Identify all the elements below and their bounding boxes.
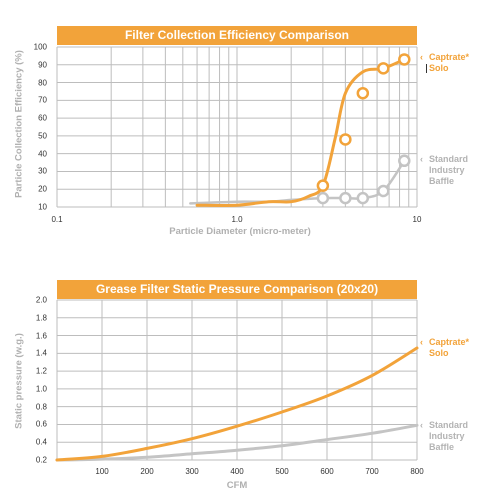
chart1-data-point-1 <box>377 184 390 198</box>
chart2-legend-baffle-line1: Standard <box>429 420 469 430</box>
chart2-y-tick: 1.4 <box>35 348 47 358</box>
chart1-legend-captrate-line2: Solo <box>429 63 449 73</box>
chart2-legend-baffle: ‹ Standard Industry Baffle <box>420 420 468 453</box>
chart2-x-axis-title: CFM <box>226 480 248 491</box>
chart2-x-tick: 700 <box>365 467 379 476</box>
chart2-legend-baffle-line2: Industry <box>429 431 465 441</box>
chart2-y-tick: 1.6 <box>35 331 47 341</box>
chart2-legend-baffle-line3: Baffle <box>429 442 455 452</box>
chart2-x-tick: 100 <box>95 467 109 476</box>
chart1-y-tick: 70 <box>38 95 47 105</box>
chart2-y-tick: 0.8 <box>35 402 47 412</box>
chart1-y-tick: 20 <box>38 184 47 194</box>
chart1-title: Filter Collection Efficiency Comparison <box>57 26 417 45</box>
chart1-y-tick: 40 <box>38 149 47 159</box>
chart1-legend-captrate: ‹ Captrate* Solo <box>420 52 469 74</box>
chart2-x-tick: 800 <box>410 467 424 476</box>
chart2-x-tick: 400 <box>230 467 244 476</box>
chart2-y-tick: 1.2 <box>35 366 47 376</box>
chart1-legend-baffle: ‹ Standard Industry Baffle <box>420 154 468 187</box>
chart1-legend-captrate-arrow: ‹ <box>420 52 423 62</box>
chart2-y-tick: 2.0 <box>35 295 47 305</box>
chart1-y-tick: 90 <box>38 60 47 70</box>
chart2-y-tick: 0.4 <box>35 437 47 447</box>
chart2-y-tick: 0.2 <box>35 455 47 465</box>
chart1-data-point-1 <box>398 154 411 168</box>
chart2-x-tick: 200 <box>140 467 154 476</box>
chart1-legend-baffle-line3: Baffle <box>429 176 455 186</box>
chart1-data-point-1 <box>339 191 352 205</box>
chart1-y-tick: 30 <box>38 166 47 176</box>
chart2-x-tick: 300 <box>185 467 199 476</box>
chart1-legend-captrate-line1: Captrate* <box>429 52 470 62</box>
chart1-legend-baffle-line1: Standard <box>429 154 469 164</box>
chart2-legend-captrate-line2: Solo <box>429 348 449 358</box>
chart1-data-point-0 <box>316 179 330 192</box>
chart1-data-point-1 <box>356 191 370 205</box>
chart2-series-line-0 <box>55 346 419 462</box>
chart1-data-point-0 <box>339 133 352 146</box>
chart2-y-tick: 0.6 <box>35 419 47 429</box>
chart2-legend-captrate: ‹ Captrate* Solo <box>420 337 469 359</box>
chart2-legend-captrate-arrow: ‹ <box>420 337 423 347</box>
chart2-y-tick: 1.8 <box>35 313 47 323</box>
chart1-y-tick: 80 <box>38 78 47 88</box>
chart2-legend-baffle-arrow: ‹ <box>420 420 423 430</box>
chart2-series-line-1 <box>55 423 419 462</box>
chart2-x-tick: 600 <box>320 467 334 476</box>
chart1-data-point-0 <box>398 53 411 66</box>
chart1-data-point-1 <box>316 191 330 205</box>
chart1-y-tick: 60 <box>38 113 47 123</box>
chart2-y-tick: 1.0 <box>35 384 47 394</box>
chart1-x-tick: 1.0 <box>231 215 243 224</box>
chart2-legend-captrate-line1: Captrate* <box>429 337 470 347</box>
chart1-x-tick: 10 <box>412 215 422 224</box>
chart1-x-axis-title: Particle Diameter (micro-meter) <box>169 226 311 237</box>
chart1-y-tick: 10 <box>38 202 47 212</box>
chart1-legend-marker-bar <box>426 64 427 73</box>
chart1-y-tick: 50 <box>38 131 47 141</box>
chart2-x-tick: 500 <box>275 467 289 476</box>
chart1-legend-baffle-line2: Industry <box>429 165 465 175</box>
chart1-legend-baffle-arrow: ‹ <box>420 154 423 164</box>
chart1-data-point-0 <box>377 62 390 75</box>
chart1-x-tick: 0.1 <box>51 215 63 224</box>
chart1-y-tick: 100 <box>33 42 47 52</box>
chart2-title: Grease Filter Static Pressure Comparison… <box>57 280 417 299</box>
chart1-data-point-0 <box>356 86 370 100</box>
